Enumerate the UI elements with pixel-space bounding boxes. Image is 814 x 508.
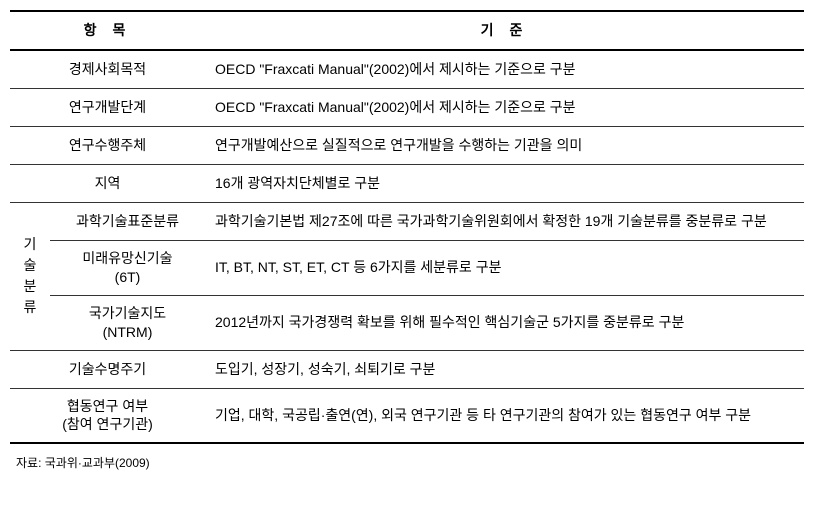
row-label-tech3-line2: (NTRM) (60, 323, 195, 342)
table-row: 국가기술지도 (NTRM) 2012년까지 국가경쟁력 확보를 위해 필수적인 … (10, 295, 804, 350)
row-label-collab-line1: 협동연구 여부 (20, 397, 195, 416)
row-content-tech3: 2012년까지 국가경쟁력 확보를 위해 필수적인 핵심기술군 5가지를 중분류… (205, 295, 804, 350)
table-row: 기술 분류 과학기술표준분류 과학기술기본법 제27조에 따른 국가과학기술위원… (10, 203, 804, 241)
row-content-collab: 기업, 대학, 국공립·출연(연), 외국 연구기관 등 타 연구기관의 참여가… (205, 388, 804, 443)
row-label-collab-line2: (참여 연구기관) (20, 415, 195, 434)
row-label-tech2: 미래유망신기술 (6T) (50, 241, 205, 296)
row-content-region: 16개 광역자치단체별로 구분 (205, 165, 804, 203)
table-row: 협동연구 여부 (참여 연구기관) 기업, 대학, 국공립·출연(연), 외국 … (10, 388, 804, 443)
row-label-tech-group: 기술 분류 (10, 203, 50, 351)
header-standard: 기 준 (205, 11, 804, 50)
row-content-performer: 연구개발예산으로 실질적으로 연구개발을 수행하는 기관을 의미 (205, 127, 804, 165)
classification-table: 항 목 기 준 경제사회목적 OECD "Fraxcati Manual"(20… (10, 10, 804, 444)
table-row: 지역 16개 광역자치단체별로 구분 (10, 165, 804, 203)
table-row: 경제사회목적 OECD "Fraxcati Manual"(2002)에서 제시… (10, 50, 804, 89)
row-label-tech2-line1: 미래유망신기술 (60, 249, 195, 268)
row-content-tech2: IT, BT, NT, ST, ET, CT 등 6가지를 세분류로 구분 (205, 241, 804, 296)
row-label-tech1: 과학기술표준분류 (50, 203, 205, 241)
row-label-tech2-line2: (6T) (60, 268, 195, 287)
row-label-region: 지역 (10, 165, 205, 203)
table-row: 미래유망신기술 (6T) IT, BT, NT, ST, ET, CT 등 6가… (10, 241, 804, 296)
table-row: 기술수명주기 도입기, 성장기, 성숙기, 쇠퇴기로 구분 (10, 350, 804, 388)
row-label-tech3-line1: 국가기술지도 (60, 304, 195, 323)
row-label-lifecycle: 기술수명주기 (10, 350, 205, 388)
row-content-lifecycle: 도입기, 성장기, 성숙기, 쇠퇴기로 구분 (205, 350, 804, 388)
row-label-tech3: 국가기술지도 (NTRM) (50, 295, 205, 350)
row-content-stage: OECD "Fraxcati Manual"(2002)에서 제시하는 기준으로… (205, 89, 804, 127)
row-label-purpose: 경제사회목적 (10, 50, 205, 89)
header-item: 항 목 (10, 11, 205, 50)
row-content-purpose: OECD "Fraxcati Manual"(2002)에서 제시하는 기준으로… (205, 50, 804, 89)
row-content-tech1: 과학기술기본법 제27조에 따른 국가과학기술위원회에서 확정한 19개 기술분… (205, 203, 804, 241)
table-row: 연구개발단계 OECD "Fraxcati Manual"(2002)에서 제시… (10, 89, 804, 127)
table-header-row: 항 목 기 준 (10, 11, 804, 50)
source-text: 자료: 국과위·교과부(2009) (10, 454, 804, 471)
row-label-collab: 협동연구 여부 (참여 연구기관) (10, 388, 205, 443)
table-row: 연구수행주체 연구개발예산으로 실질적으로 연구개발을 수행하는 기관을 의미 (10, 127, 804, 165)
row-label-performer: 연구수행주체 (10, 127, 205, 165)
row-label-stage: 연구개발단계 (10, 89, 205, 127)
